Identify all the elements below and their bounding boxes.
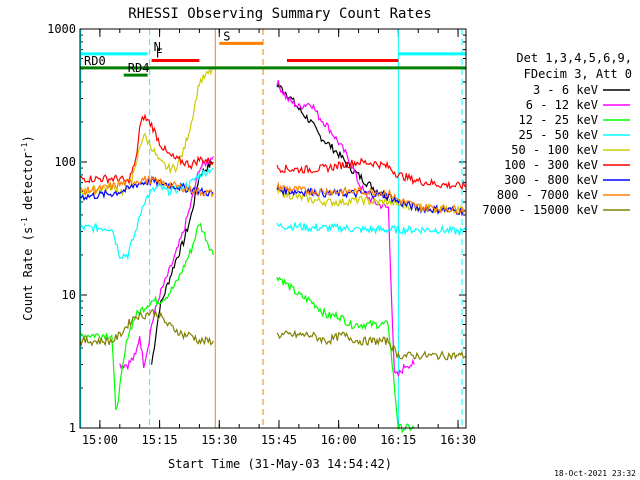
series-line xyxy=(276,329,467,361)
series-line xyxy=(276,186,467,217)
legend-label: 6 - 12 keV xyxy=(526,98,598,112)
series-line xyxy=(79,68,214,197)
legend-label: 300 - 800 keV xyxy=(504,173,598,187)
y-axis-label: Count Rate (s-1 detector-1) xyxy=(20,135,35,320)
series-line xyxy=(79,308,214,348)
series-line xyxy=(119,156,214,371)
x-tick-label: 16:00 xyxy=(321,433,357,447)
series-line xyxy=(276,186,467,216)
state-bar-label: F xyxy=(156,46,163,60)
series-line xyxy=(151,159,214,365)
legend-label: 800 - 7000 keV xyxy=(497,188,598,202)
y-tick-label: 10 xyxy=(62,288,76,302)
legend-label: 3 - 6 keV xyxy=(533,83,598,97)
x-tick-label: 16:15 xyxy=(380,433,416,447)
x-tick-label: 15:00 xyxy=(82,433,118,447)
state-bar-label: RD4 xyxy=(128,61,150,75)
legend-label: 12 - 25 keV xyxy=(519,113,598,127)
x-tick-label: 15:30 xyxy=(201,433,237,447)
legend-header-line-1: Det 1,3,4,5,6,9, xyxy=(516,51,632,65)
series-line xyxy=(276,276,415,434)
legend-label: 7000 - 15000 keV xyxy=(482,203,598,217)
series-line xyxy=(79,167,214,261)
series-line xyxy=(79,222,214,411)
legend-label: 100 - 300 keV xyxy=(504,158,598,172)
state-bar-label: S xyxy=(223,29,230,43)
series-line xyxy=(79,113,214,186)
y-tick-label: 1000 xyxy=(47,22,76,36)
series-line xyxy=(276,181,467,215)
state-bar-label: RD0 xyxy=(84,54,106,68)
x-tick-label: 15:45 xyxy=(261,433,297,447)
legend-header-line-2: FDecim 3, Att 0 xyxy=(524,67,632,81)
x-tick-label: 15:15 xyxy=(142,433,178,447)
y-tick-label: 100 xyxy=(54,155,76,169)
plot-layer: 1 10 100 1000 15:00 15:15 15:30 15:45 16:00 16:15… xyxy=(47,22,476,447)
chart-title: RHESSI Observing Summary Count Rates xyxy=(128,6,431,22)
legend-label: 50 - 100 keV xyxy=(511,143,598,157)
series-line xyxy=(276,157,467,191)
state-bar-label: N xyxy=(154,40,161,54)
footer-date: 18-Oct-2021 23:32 xyxy=(554,469,636,478)
y-tick-label: 1 xyxy=(69,421,76,435)
series-line xyxy=(276,222,467,236)
legend-label: 25 - 50 keV xyxy=(519,128,598,142)
x-tick-label: 16:30 xyxy=(440,433,476,447)
x-axis-label: Start Time (31-May-03 14:54:42) xyxy=(168,457,392,471)
series-line xyxy=(276,80,415,378)
plot-frame xyxy=(79,28,467,429)
series-line xyxy=(79,174,214,198)
